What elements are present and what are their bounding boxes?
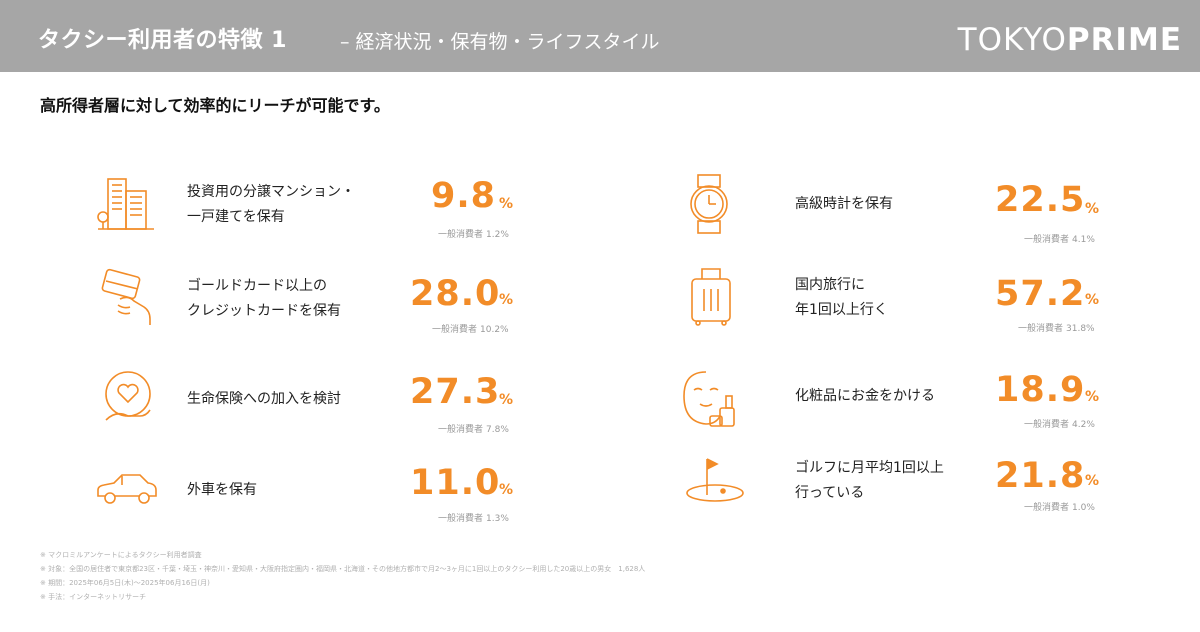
item-value: 28.0 (410, 274, 501, 314)
percent-unit: % (1085, 473, 1100, 489)
general-consumer-ref: 一般消費者 31.8% (1018, 324, 1095, 334)
item-label: 化粧品にお金をかける (795, 388, 935, 404)
item-value: 11.0 (410, 463, 501, 503)
lead-text: 高所得者層に対して効率的にリーチが可能です。 (40, 96, 390, 115)
logo-text-light: TOKYO (957, 22, 1067, 58)
item-label: 高級時計を保有 (795, 196, 893, 212)
car-icon (96, 460, 158, 522)
item-value: 57.2 (995, 274, 1086, 314)
footnote: ※ マクロミルアンケートによるタクシー利用者調査 (40, 551, 202, 559)
item-label: ゴールドカード以上の クレジットカードを保有 (187, 278, 341, 319)
face-mask-cosmetics-icon (680, 368, 742, 430)
percent-unit: % (1085, 292, 1100, 308)
watch-icon (680, 173, 742, 235)
footnote: ※ 期間：2025年06月5日(木)〜2025年06月16日(月) (40, 579, 210, 587)
logo-text-bold: PRIME (1066, 22, 1182, 58)
percent-unit: % (1085, 389, 1100, 405)
page-title: タクシー利用者の特徴 1 (38, 28, 287, 53)
general-consumer-ref: 一般消費者 4.1% (1024, 235, 1095, 245)
footnote: ※ 対象：全国の居住者で東京都23区・千葉・埼玉・神奈川・愛知県・大阪府指定圏内… (40, 565, 646, 573)
item-label: 国内旅行に 年1回以上行く (795, 277, 888, 318)
item-value: 9.8 (431, 176, 497, 216)
footnote: ※ 手法：インターネットリサーチ (40, 593, 147, 601)
footnotes: ※ マクロミルアンケートによるタクシー利用者調査 ※ 対象：全国の居住者で東京都… (40, 548, 645, 604)
item-value: 21.8 (995, 456, 1086, 496)
general-consumer-ref: 一般消費者 7.8% (438, 425, 509, 435)
general-consumer-ref: 一般消費者 1.2% (438, 230, 509, 240)
item-label: 生命保険への加入を検討 (187, 391, 341, 407)
page-subtitle: – 経済状況・保有物・ライフスタイル (340, 31, 660, 53)
golf-flag-icon (685, 455, 747, 517)
item-label: 外車を保有 (187, 482, 257, 498)
general-consumer-ref: 一般消費者 1.3% (438, 514, 509, 524)
percent-unit: % (499, 292, 514, 308)
percent-unit: % (1085, 201, 1100, 217)
header-bar: タクシー利用者の特徴 1 – 経済状況・保有物・ライフスタイル TOKYOPRI… (0, 0, 1200, 72)
general-consumer-ref: 一般消費者 4.2% (1024, 420, 1095, 430)
item-value: 18.9 (995, 370, 1086, 410)
item-label: 投資用の分譲マンション・ 一戸建てを保有 (187, 184, 355, 225)
percent-unit: % (499, 196, 514, 212)
item-value: 22.5 (995, 180, 1086, 220)
suitcase-icon (680, 265, 742, 327)
heart-hand-icon (98, 368, 160, 430)
percent-unit: % (499, 482, 514, 498)
credit-card-icon (98, 265, 160, 327)
percent-unit: % (499, 392, 514, 408)
building-icon (96, 173, 158, 235)
general-consumer-ref: 一般消費者 1.0% (1024, 503, 1095, 513)
item-value: 27.3 (410, 372, 501, 412)
brand-logo: TOKYOPRIME (958, 22, 1182, 58)
item-label: ゴルフに月平均1回以上 行っている (795, 460, 944, 501)
general-consumer-ref: 一般消費者 10.2% (432, 325, 509, 335)
